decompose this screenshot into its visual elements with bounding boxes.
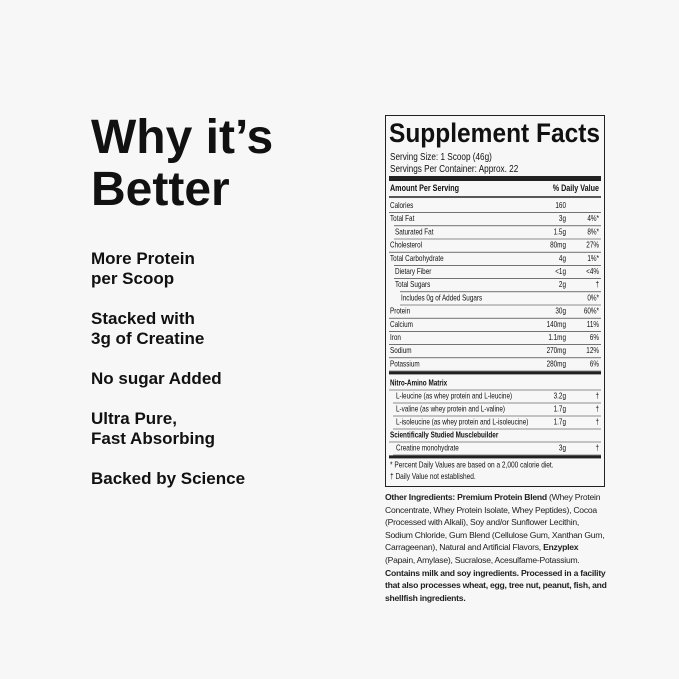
blend-amount: 3.2g xyxy=(554,390,566,400)
ingredients-text: (Whey Protein Concentrate, Whey Protein … xyxy=(385,492,605,553)
benefit: Backed by Science xyxy=(91,469,245,488)
serving-size: Serving Size: 1 Scoop (46g) xyxy=(390,151,492,162)
thick-rule xyxy=(389,176,601,181)
blend-amount: 1.7g xyxy=(554,403,566,413)
blend-item: L-isoleucine (as whey protein and L-isol… xyxy=(396,416,529,426)
footnote: * Percent Daily Values are based on a 2,… xyxy=(390,460,554,470)
nutrient-name: Total Carbohydrate xyxy=(390,253,444,263)
nutrient-dv: <4% xyxy=(586,266,599,276)
thick-rule xyxy=(389,371,601,375)
benefit: Ultra Pure, xyxy=(91,409,177,428)
blend-amount: 1.7g xyxy=(554,416,566,426)
nutrient-name: Total Fat xyxy=(390,213,415,223)
benefit: Fast Absorbing xyxy=(91,429,215,448)
nutrient-amount: 3g xyxy=(559,213,566,223)
nutrient-amount: 1.5g xyxy=(554,226,566,236)
blend-dv: † xyxy=(595,403,599,413)
nutrient-amount: 30g xyxy=(555,306,566,316)
benefit: per Scoop xyxy=(91,269,174,288)
benefit: No sugar Added xyxy=(91,369,222,388)
blend-dv: † xyxy=(595,390,599,400)
amount-header: Amount Per Serving xyxy=(390,183,459,193)
nutrient-dv: 6% xyxy=(590,358,599,368)
ingredients-text: Enzyplex xyxy=(543,542,579,553)
nutrient-amount: 2g xyxy=(559,279,566,289)
benefit: More Protein xyxy=(91,249,195,268)
blend-title: Nitro-Amino Matrix xyxy=(390,377,448,387)
nutrient-amount: 140mg xyxy=(547,319,566,329)
benefit: 3g of Creatine xyxy=(91,329,204,348)
nutrient-dv: 8%* xyxy=(587,226,599,236)
blend-title: Scientifically Studied Musclebuilder xyxy=(390,429,498,439)
nutrient-amount: 280mg xyxy=(547,358,566,368)
blend-item: L-leucine (as whey protein and L-leucine… xyxy=(396,390,513,400)
blend-item: Creatine monohydrate xyxy=(396,442,459,452)
blend-amount: 3g xyxy=(559,442,566,452)
nutrient-name: Calories xyxy=(390,200,413,210)
headline: Better xyxy=(91,163,230,216)
nutrient-dv: 0%* xyxy=(587,292,599,302)
nutrient-dv: 60%* xyxy=(584,306,599,316)
nutrient-amount: 160 xyxy=(555,200,566,210)
nutrient-amount: 80mg xyxy=(550,240,566,250)
ingredients-text: (Papain, Amylase), Sucralose, Acesulfame… xyxy=(385,554,580,565)
blend-dv: † xyxy=(595,442,599,452)
nutrient-dv: 27% xyxy=(586,240,599,250)
facts-box xyxy=(385,115,605,487)
other-ingredients: Other Ingredients: Premium Protein Blend… xyxy=(385,491,607,604)
nutrient-amount: 270mg xyxy=(547,345,566,355)
benefit: Stacked with xyxy=(91,309,195,328)
nutrient-name: Calcium xyxy=(390,319,413,329)
dv-header: % Daily Value xyxy=(553,183,600,193)
nutrient-name: Saturated Fat xyxy=(395,226,434,236)
nutrient-name: Includes 0g of Added Sugars xyxy=(401,292,482,302)
nutrient-dv: 1%* xyxy=(587,253,599,263)
headline: Why it’s xyxy=(91,111,273,164)
nutrient-dv: 11% xyxy=(587,319,599,329)
nutrient-name: Total Sugars xyxy=(395,279,430,289)
nutrient-dv: 12% xyxy=(586,345,599,355)
thick-rule xyxy=(389,455,601,459)
nutrient-name: Potassium xyxy=(390,358,420,368)
blend-item: L-valine (as whey protein and L-valine) xyxy=(396,403,505,413)
nutrient-name: Dietary Fiber xyxy=(395,266,432,276)
nutrient-dv: † xyxy=(595,279,599,289)
nutrient-name: Protein xyxy=(390,306,410,316)
blend-dv: † xyxy=(595,416,599,426)
facts-title: Supplement Facts xyxy=(389,118,600,148)
servings-per-container: Servings Per Container: Approx. 22 xyxy=(390,163,518,174)
nutrient-amount: 4g xyxy=(559,253,566,263)
nutrient-name: Cholesterol xyxy=(390,240,422,250)
footnote: † Daily Value not established. xyxy=(390,471,476,481)
nutrient-amount: <1g xyxy=(555,266,566,276)
ingredients-text: Contains milk and soy ingredients. Proce… xyxy=(385,567,607,603)
nutrient-dv: 6% xyxy=(590,332,599,342)
nutrient-name: Sodium xyxy=(390,345,412,355)
nutrient-name: Iron xyxy=(390,332,401,342)
nutrient-amount: 1.1mg xyxy=(548,332,566,342)
ingredients-text: Other Ingredients: Premium Protein Blend xyxy=(385,492,547,502)
nutrient-dv: 4%* xyxy=(587,213,599,223)
